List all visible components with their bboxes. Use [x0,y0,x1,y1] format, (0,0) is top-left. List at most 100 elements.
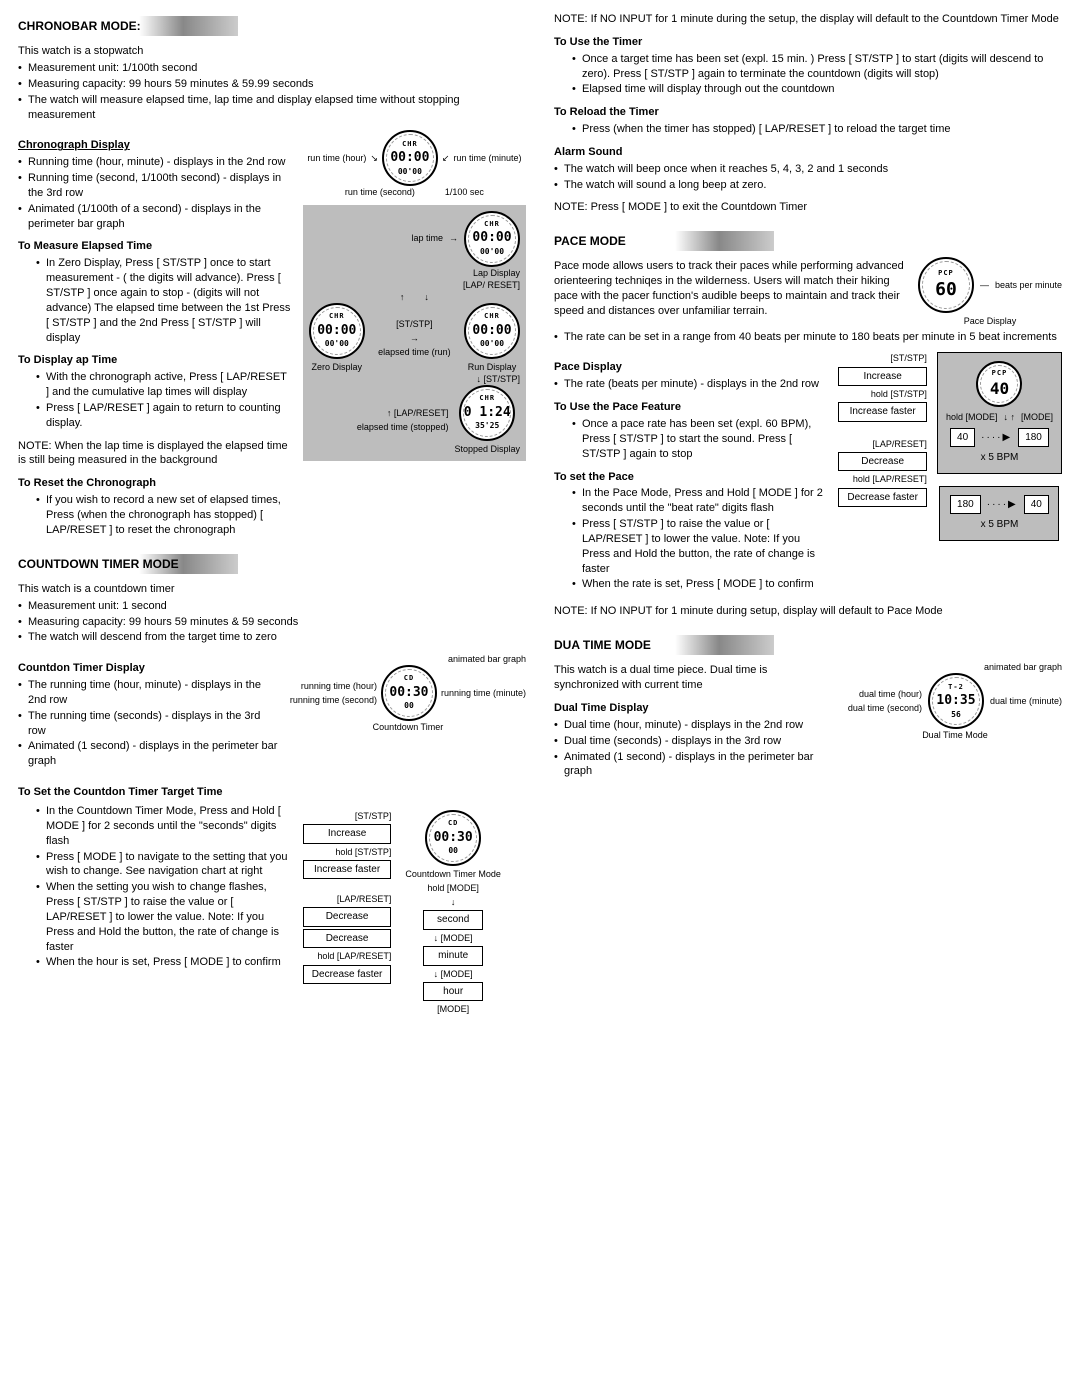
face-mode: CHR [479,394,495,403]
face-sub: 00'00 [325,339,349,350]
flow-second: second [423,910,483,930]
list-item: Press [ LAP/RESET ] again to return to c… [18,401,291,431]
list-item: When the setting you wish to change flas… [18,880,291,954]
watch-face-icon: CHR 0 1:24 35'25 [459,385,515,441]
dual-display-heading: Dual Time Display [554,701,832,716]
face-bpm: 60 [935,278,957,302]
watch-face-icon: CHR 00:00 00'00 [464,303,520,359]
label-lap-time: lap time [411,232,443,244]
list-item: Press [ ST/STP ] to raise the value or [… [554,517,828,576]
list-item: With the chronograph active, Press [ LAP… [18,370,291,400]
list-item: When the rate is set, Press [ MODE ] to … [554,577,828,592]
watch-face-icon: CHR 00:00 00'00 [464,211,520,267]
label-animated: animated bar graph [848,661,1062,673]
label-stopped-display: Stopped Display [454,443,520,455]
label-run-sec: run time (second) [345,186,415,198]
cd-display-bullets: The running time (hour, minute) - displa… [18,678,278,769]
label-lap-display: Lap Display [309,267,520,279]
reset-heading: To Reset the Chronograph [18,476,291,491]
face-sub: 00'00 [398,167,422,178]
face-sub: 00'00 [480,339,504,350]
flow-hour: hour [423,982,483,1002]
pace-range-bullet: The rate can be set in a range from 40 b… [554,330,1062,345]
list-item: Elapsed time will display through out th… [554,82,1062,97]
label-countdown-timer: Countdown Timer [290,721,526,733]
label-running-sec: running time (second) [290,694,377,706]
face-mode: CD [448,819,458,828]
watch-face-icon: CHR 00:00 00'00 [309,303,365,359]
label-run-display: Run Display [468,361,517,373]
face-time: 00:00 [472,322,511,340]
lap-note: NOTE: When the lap time is displayed the… [18,439,291,469]
chrono-display-heading: Chronograph Display [18,138,291,153]
list-item: Press [ MODE ] to navigate to the settin… [18,850,291,880]
list-item: The running time (hour, minute) - displa… [18,678,278,708]
label-run-hour: run time (hour) [307,152,366,164]
label-bpm: beats per minute [995,279,1062,291]
cd-set-bullets: In the Countdown Timer Mode, Press and H… [18,804,291,970]
list-item: The running time (seconds) - displays in… [18,709,278,739]
flow-increase: Increase [303,824,392,844]
label-dual-min: dual time (minute) [990,695,1062,707]
pace-range-box-top: PCP 40 hold [MODE] ↓ ↑ [MODE] 40 ····▶ 1… [937,352,1062,473]
label-ststp: [ST/STP] [838,352,927,364]
label-mode: [MODE] [441,933,473,943]
watch-face-icon: T-2 10:35 56 [928,673,984,729]
flow-decrease-faster: Decrease faster [838,488,927,508]
dots-icon: ····▶ [987,498,1018,512]
cd-use-heading: To Use the Timer [554,35,1062,50]
list-item: Animated (1/100th of a second) - display… [18,202,291,232]
label-hundredth: 1/100 sec [445,186,484,198]
watch-face-icon: PCP 40 [976,361,1022,407]
cd-reload-heading: To Reload the Timer [554,105,1062,120]
cd-alarm-bullets: The watch will beep once when it reaches… [554,162,1062,193]
list-item: Measuring capacity: 99 hours 59 minutes … [18,77,526,92]
cd-note-top: NOTE: If NO INPUT for 1 minute during th… [554,12,1062,27]
label-mode: [MODE] [1021,411,1053,423]
face-time: 10:35 [936,692,975,710]
label-hold-lapreset: hold [LAP/RESET] [838,473,927,485]
face-mode: CHR [329,312,345,321]
list-item: Animated (1 second) - displays in the pe… [18,739,278,769]
countdown-intro: This watch is a countdown timer [18,582,526,597]
range-180: 180 [1018,428,1049,448]
list-item: Dual time (seconds) - displays in the 3r… [554,734,832,749]
face-mode: CHR [484,220,500,229]
list-item: Measuring capacity: 99 hours 59 minutes … [18,615,526,630]
reset-bullets: If you wish to record a new set of elaps… [18,493,291,538]
list-item: The watch will descend from the target t… [18,630,526,645]
label-hold-ststp: hold [ST/STP] [838,388,927,400]
label-lapreset: [LAP/RESET] [838,438,927,450]
watch-face-icon: CD 00:30 00 [381,665,437,721]
cd-use-bullets: Once a target time has been set (expl. 1… [554,52,1062,98]
countdown-header: COUNTDOWN TIMER MODE [18,554,238,574]
label-elapsed-run: elapsed time (run) [378,346,451,358]
watch-face-icon: PCP 60 [918,257,974,313]
pace-intro: Pace mode allows users to track their pa… [554,259,906,318]
pace-use-heading: To Use the Pace Feature [554,400,828,415]
chrono-diagram: run time (hour) ↘ CHR 00:00 00'00 ↙ run … [303,130,526,545]
pace-range-box-bottom: 180 ····▶ 40 x 5 BPM [939,486,1059,541]
label-running-min: running time (minute) [441,687,526,699]
list-item: If you wish to record a new set of elaps… [18,493,291,538]
label-mode-bottom: [MODE] [437,1003,469,1015]
label-pace-display: Pace Display [964,315,1017,327]
list-item: In the Countdown Timer Mode, Press and H… [18,804,291,849]
list-item: Once a target time has been set (expl. 1… [554,52,1062,82]
measure-bullets: In Zero Display, Press [ ST/STP ] once t… [18,256,291,345]
label-mode: [MODE] [441,969,473,979]
cd-display-diagram: animated bar graph running time (hour) r… [290,653,526,777]
label-animated: animated bar graph [290,653,526,665]
face-mode: PCP [992,369,1008,378]
measure-heading: To Measure Elapsed Time [18,239,291,254]
face-mode: CHR [402,140,418,149]
label-step: x 5 BPM [981,518,1019,532]
face-mode: CD [404,674,414,683]
pace-note: NOTE: If NO INPUT for 1 minute during se… [554,604,1062,619]
list-item: The watch will measure elapsed time, lap… [18,93,526,123]
label-dual-hour: dual time (hour) [859,688,922,700]
label-elapsed-stopped: elapsed time (stopped) [357,421,449,433]
face-time: 00:30 [389,684,428,702]
list-item: Measurement unit: 1/100th second [18,61,526,76]
list-item: The rate can be set in a range from 40 b… [554,330,1062,345]
